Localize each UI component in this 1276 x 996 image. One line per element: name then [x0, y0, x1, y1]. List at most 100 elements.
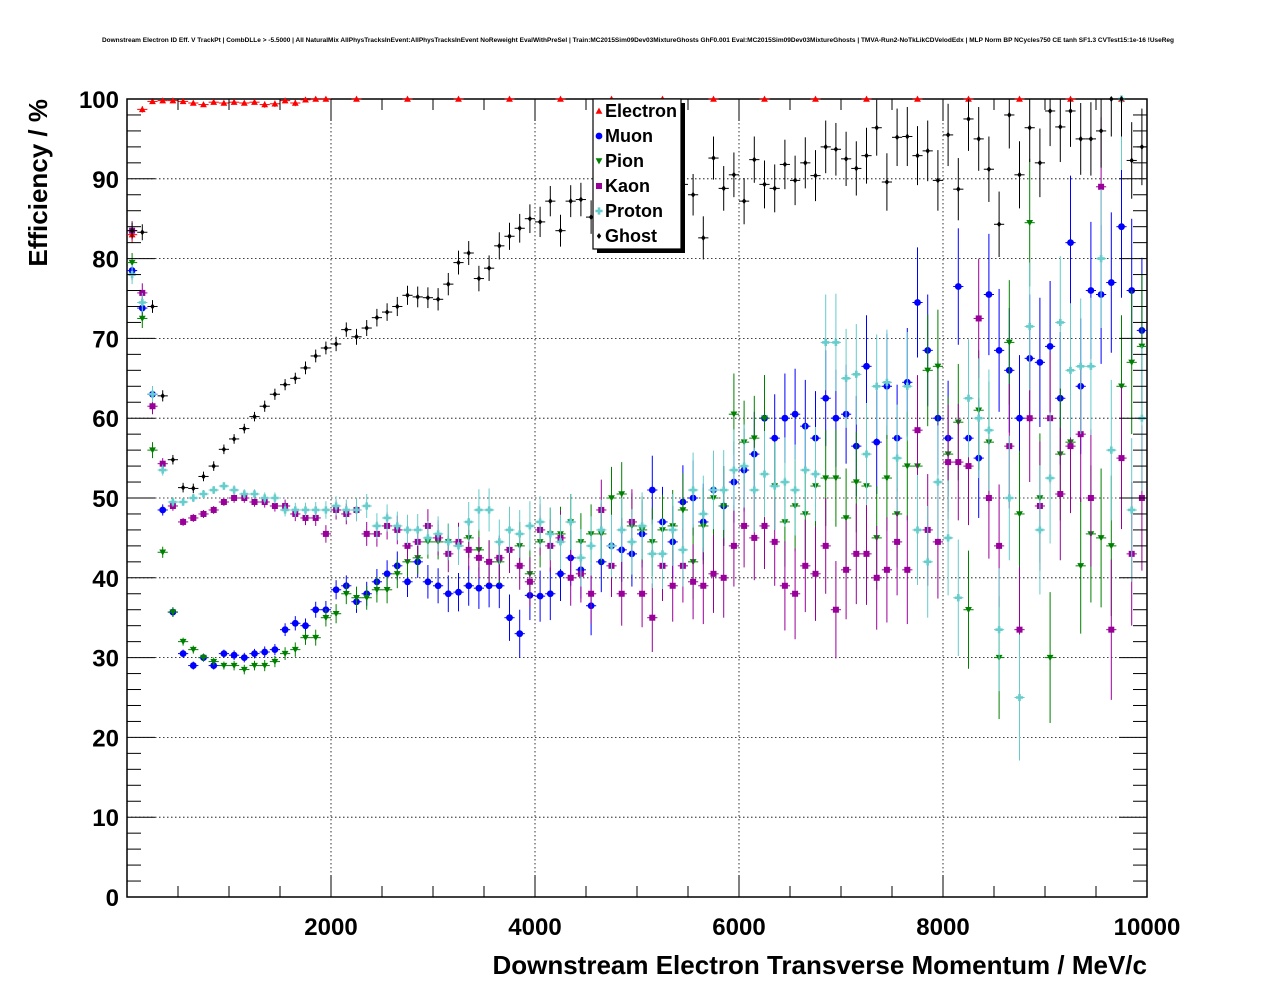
y-tick-label: 0: [106, 885, 119, 912]
kaon-point: [1098, 183, 1105, 190]
ghost-point: [1098, 127, 1104, 134]
ghost-point: [956, 186, 961, 193]
electron-point: [455, 95, 462, 102]
kaon-point: [1067, 443, 1074, 450]
kaon-point: [618, 590, 625, 597]
kaon-point: [322, 530, 329, 537]
kaon-point: [730, 542, 737, 549]
kaon-point: [251, 498, 258, 505]
proton-point: [883, 378, 891, 386]
pion-point: [230, 662, 238, 669]
kaon-point: [475, 554, 482, 561]
pion-point: [281, 650, 289, 658]
ghost-point: [578, 196, 584, 203]
proton-point: [454, 542, 463, 550]
ghost-point: [741, 198, 747, 205]
ghost-point: [558, 227, 563, 234]
legend-marker-kaon: [596, 183, 602, 189]
ghost-point: [415, 293, 420, 300]
ghost-point: [344, 326, 349, 333]
muon-point: [302, 622, 309, 630]
proton-point: [577, 554, 585, 562]
muon-point: [822, 394, 830, 402]
kaon-point: [710, 570, 717, 577]
ghost-point: [792, 177, 798, 184]
kaon-point: [465, 546, 472, 553]
legend-box: [592, 98, 682, 250]
proton-point: [1128, 506, 1136, 514]
muon-point: [536, 592, 544, 600]
proton-series: [127, 95, 1147, 761]
pion-point: [179, 638, 187, 646]
pion-point: [332, 610, 340, 618]
pion-point: [291, 646, 299, 654]
muon-point: [873, 438, 881, 446]
proton-point: [893, 454, 901, 462]
proton-point: [995, 626, 1003, 634]
muon-point: [1046, 342, 1054, 350]
electron-point: [240, 99, 248, 106]
pion-point: [1107, 543, 1115, 550]
muon-point: [1118, 223, 1125, 231]
ghost-point: [588, 214, 594, 221]
pion-point: [363, 595, 371, 602]
kaon-point: [863, 550, 870, 557]
kaon-point: [781, 582, 788, 589]
data-series: [127, 95, 1147, 761]
electron-point: [220, 99, 228, 106]
ghost-point: [721, 185, 726, 192]
ghost-point: [537, 218, 543, 225]
muon-point: [444, 590, 452, 598]
ghost-point: [313, 352, 318, 359]
ghost-point: [140, 229, 145, 236]
kaon-point: [363, 530, 370, 537]
kaon-point: [965, 463, 972, 470]
kaon-point: [853, 550, 860, 557]
kaon-point: [649, 614, 656, 621]
ghost-point: [1047, 107, 1053, 114]
proton-point: [638, 522, 646, 530]
proton-point: [852, 370, 860, 378]
ghost-point: [996, 221, 1002, 228]
proton-point: [322, 506, 330, 514]
electron-point: [169, 97, 177, 104]
kaon-point: [1026, 415, 1033, 422]
kaon-point: [771, 538, 778, 545]
muon-point: [465, 582, 473, 590]
ghost-point: [854, 165, 859, 172]
proton-point: [873, 382, 881, 390]
ghost-point: [170, 456, 176, 463]
proton-point: [393, 522, 401, 530]
ghost-point: [782, 161, 788, 168]
x-tick-label: 4000: [508, 914, 561, 941]
muon-point: [506, 614, 513, 622]
kaon-point: [843, 566, 850, 573]
kaon-point: [526, 578, 533, 585]
proton-point: [618, 526, 626, 534]
kaon-point: [1108, 626, 1115, 633]
proton-point: [199, 490, 208, 498]
muon-point: [954, 283, 962, 290]
kaon-point: [271, 502, 278, 509]
proton-point: [261, 494, 269, 502]
electron-point: [863, 95, 870, 102]
legend-label-muon: Muon: [605, 126, 653, 146]
electron-point: [281, 97, 289, 104]
proton-point: [1005, 494, 1013, 502]
electron-point: [812, 95, 819, 102]
muon-point: [261, 648, 269, 656]
ghost-point: [272, 391, 278, 398]
proton-point: [424, 534, 432, 542]
ghost-point: [211, 463, 216, 470]
proton-point: [822, 338, 830, 346]
proton-point: [1046, 474, 1054, 482]
pion-point: [1097, 535, 1105, 542]
proton-point: [210, 486, 218, 494]
ghost-point: [1027, 124, 1032, 131]
ghost-point: [823, 143, 828, 150]
electron-point: [312, 95, 320, 102]
ghost-point: [364, 325, 369, 332]
kaon-point: [210, 506, 217, 513]
kaon-point: [894, 538, 901, 545]
